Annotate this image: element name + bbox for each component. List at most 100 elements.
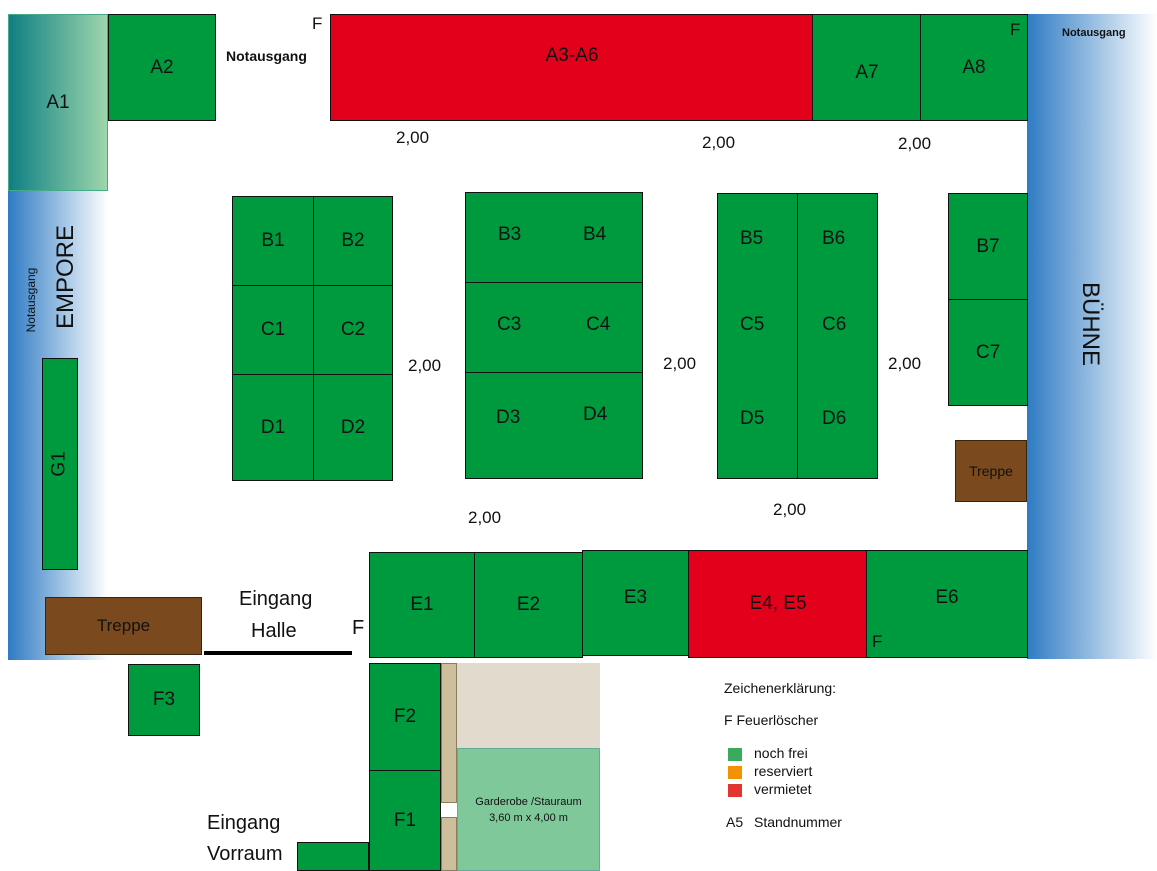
stand-label: E6 [935, 587, 959, 608]
stand-g1[interactable]: G1 [42, 358, 78, 570]
stand-label: B7 [976, 235, 1000, 257]
stand-d5[interactable]: D5 [740, 408, 765, 429]
wall-strip [441, 817, 457, 871]
garderobe-size: 3,60 m x 4,00 m [489, 811, 568, 824]
entrance-hall-label: Halle [251, 620, 297, 642]
aisle-width: 2,00 [898, 134, 932, 153]
stand-col-5 [717, 193, 798, 479]
stand-label: A1 [46, 91, 70, 113]
entrance-hall-label: Eingang [239, 588, 313, 610]
stand-b5[interactable]: B5 [740, 228, 764, 249]
stand-col-6 [797, 193, 878, 479]
fire-extinguisher-marker: F [1010, 20, 1021, 39]
stand-a8[interactable]: A8 [920, 14, 1028, 121]
legend-standnr-label: Standnummer [754, 814, 842, 830]
stand-d3-d4-row [465, 372, 643, 479]
buehne-label: BÜHNE [1077, 281, 1104, 366]
stand-label: D2 [340, 416, 366, 438]
stand-f3[interactable]: F3 [128, 664, 200, 736]
aisle-width: 2,00 [468, 508, 502, 527]
legend-swatch-free [728, 748, 742, 761]
garderobe-room[interactable]: Garderobe /Stauraum 3,60 m x 4,00 m [457, 748, 600, 871]
legend-label-free: noch frei [754, 745, 808, 761]
stand-label: A3-A6 [545, 45, 599, 66]
stand-label: E3 [623, 587, 648, 608]
legend-label-rented: vermietet [754, 781, 812, 797]
stand-label: E1 [410, 594, 434, 615]
stand-a3-a6[interactable]: A3-A6 [330, 14, 814, 121]
stand-label: G1 [48, 451, 70, 477]
stand-label: D1 [260, 416, 286, 438]
stairs-right: Treppe [955, 440, 1027, 502]
stand-c5[interactable]: C5 [740, 314, 765, 335]
aisle-width: 2,00 [663, 354, 697, 373]
stand-c6[interactable]: C6 [822, 314, 847, 335]
stand-a1[interactable]: A1 [8, 14, 108, 191]
legend-title: Zeichenerklärung: [724, 680, 837, 696]
stand-b7[interactable]: B7 [948, 193, 1028, 300]
stand-label: A8 [962, 56, 986, 78]
stand-c7[interactable]: C7 [948, 299, 1028, 406]
stand-label: C2 [340, 319, 366, 340]
stand-e1[interactable]: E1 [369, 552, 475, 658]
stand-label: B1 [261, 230, 285, 251]
garderobe-label: Garderobe /Stauraum [475, 795, 582, 808]
stand-label: F1 [393, 809, 417, 831]
stand-c3[interactable]: C3 [497, 314, 522, 335]
stand-b3-b4-row [465, 192, 643, 283]
stand-e4-e5[interactable]: E4, E5 [688, 550, 868, 658]
right-wall-buehne [1027, 14, 1157, 659]
legend-label-reserved: reserviert [754, 763, 813, 779]
stand-e2[interactable]: E2 [474, 552, 583, 658]
legend-swatch-rented [728, 784, 742, 797]
stand-label: B2 [341, 230, 365, 251]
stand-c2[interactable]: C2 [313, 285, 393, 375]
stand-b1[interactable]: B1 [232, 196, 314, 286]
stand-d2[interactable]: D2 [313, 374, 393, 481]
legend: Zeichenerklärung: F Feuerlöscher noch fr… [724, 680, 944, 860]
stand-entry-small [297, 842, 369, 871]
entrance-foyer-label: Eingang [207, 812, 281, 834]
stand-label: C1 [260, 319, 286, 340]
stand-label: A2 [150, 56, 174, 78]
stand-d4[interactable]: D4 [583, 404, 608, 425]
stairs-label: Treppe [96, 616, 151, 635]
stand-label: E4, E5 [749, 593, 807, 614]
stand-e3[interactable]: E3 [582, 550, 689, 656]
stand-d3[interactable]: D3 [496, 407, 521, 428]
stand-label: A7 [855, 61, 879, 83]
stand-c4[interactable]: C4 [586, 314, 611, 335]
stand-d6[interactable]: D6 [822, 408, 847, 429]
stand-f2[interactable]: F2 [369, 663, 441, 771]
stand-c1[interactable]: C1 [232, 285, 314, 375]
emergency-exit-top: Notausgang [226, 48, 307, 64]
stairs-left: Treppe [45, 597, 202, 655]
aisle-width: 2,00 [396, 128, 430, 147]
storage-area [457, 663, 600, 748]
fire-extinguisher-marker: F [312, 14, 323, 33]
aisle-width: 2,00 [408, 356, 442, 375]
stand-label: F3 [152, 689, 176, 710]
stand-a7[interactable]: A7 [812, 14, 922, 121]
stand-c3-c4-row [465, 282, 643, 373]
entrance-hall-door[interactable] [204, 651, 352, 655]
fire-extinguisher-marker: F [352, 617, 365, 639]
stand-b6[interactable]: B6 [822, 228, 846, 249]
stand-b4[interactable]: B4 [583, 224, 607, 245]
stand-f1[interactable]: F1 [369, 770, 441, 871]
emergency-exit-left: Notausgang [24, 267, 38, 333]
stand-b2[interactable]: B2 [313, 196, 393, 286]
entrance-foyer-label: Vorraum [207, 843, 283, 865]
emergency-exit-right: Notausgang [1062, 27, 1126, 39]
legend-swatch-reserved [728, 766, 742, 779]
aisle-width: 2,00 [888, 354, 922, 373]
empore-label: EMPORE [52, 225, 79, 330]
stand-a2[interactable]: A2 [108, 14, 216, 121]
aisle-width: 2,00 [702, 133, 736, 152]
legend-fire-extinguisher: F Feuerlöscher [724, 712, 819, 728]
stand-d1[interactable]: D1 [232, 374, 314, 481]
stairs-label: Treppe [969, 463, 1013, 479]
stand-b3[interactable]: B3 [498, 224, 522, 245]
stand-label: F2 [393, 706, 417, 727]
stand-e6[interactable]: E6 [866, 550, 1028, 658]
